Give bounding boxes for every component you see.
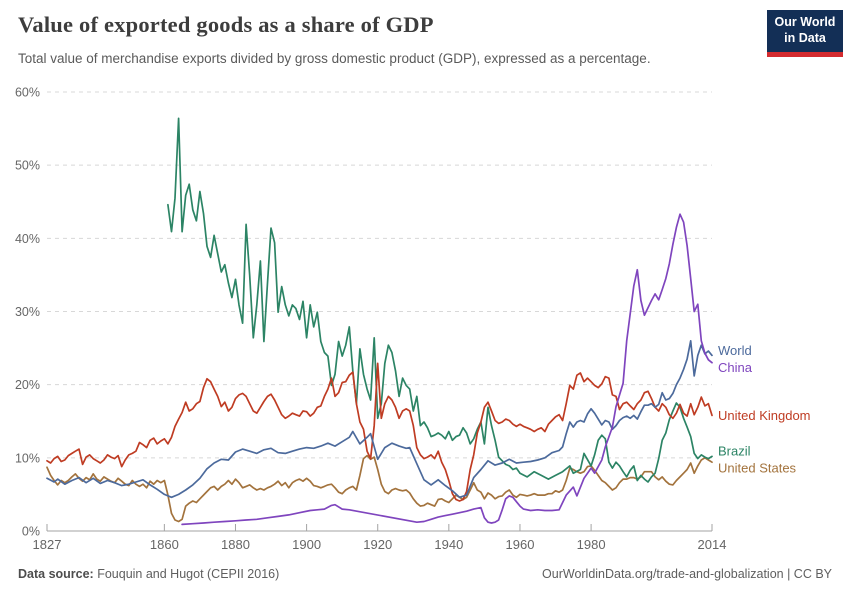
x-tick-label-1860: 1860 (150, 537, 179, 552)
data-source-label: Data source: (18, 567, 94, 581)
series-line-china (181, 213, 713, 526)
x-tick-label-1900: 1900 (292, 537, 321, 552)
series-label-china: China (718, 360, 753, 375)
data-source: Data source: Fouquin and Hugot (CEPII 20… (18, 567, 279, 581)
y-tick-label-60: 60% (15, 86, 40, 100)
x-tick-label-1920: 1920 (363, 537, 392, 552)
chart-subtitle: Total value of merchandise exports divid… (18, 51, 651, 66)
series-line-brazil (167, 117, 713, 483)
series-line-united-kingdom (46, 362, 713, 502)
footer-license-link: OurWorldinData.org/trade-and-globalizati… (542, 567, 832, 581)
page-title: Value of exported goods as a share of GD… (18, 12, 434, 37)
y-tick-label-0: 0% (22, 525, 40, 539)
x-tick-label-1940: 1940 (434, 537, 463, 552)
x-tick-label-1827: 1827 (33, 537, 62, 552)
series-line-united-states (46, 454, 713, 523)
owid-logo: Our World in Data (767, 10, 843, 57)
series-label-brazil: Brazil (718, 443, 751, 458)
owid-logo-line2: in Data (784, 31, 826, 45)
owid-logo-line1: Our World (774, 15, 836, 30)
series-label-united-kingdom: United Kingdom (718, 408, 811, 423)
series-label-world: World (718, 343, 752, 358)
data-source-text: Fouquin and Hugot (CEPII 2016) (93, 567, 280, 581)
y-tick-label-30: 30% (15, 305, 40, 319)
x-tick-label-1880: 1880 (221, 537, 250, 552)
x-tick-label-1980: 1980 (577, 537, 606, 552)
x-tick-label-2014: 2014 (698, 537, 727, 552)
series-label-united-states: United States (718, 460, 797, 475)
series-line-world (46, 339, 713, 499)
x-tick-label-1960: 1960 (506, 537, 535, 552)
y-tick-label-40: 40% (15, 232, 40, 246)
chart-footer: Data source: Fouquin and Hugot (CEPII 20… (18, 567, 832, 581)
y-tick-label-10: 10% (15, 451, 40, 465)
y-tick-label-50: 50% (15, 159, 40, 173)
y-tick-label-20: 20% (15, 378, 40, 392)
